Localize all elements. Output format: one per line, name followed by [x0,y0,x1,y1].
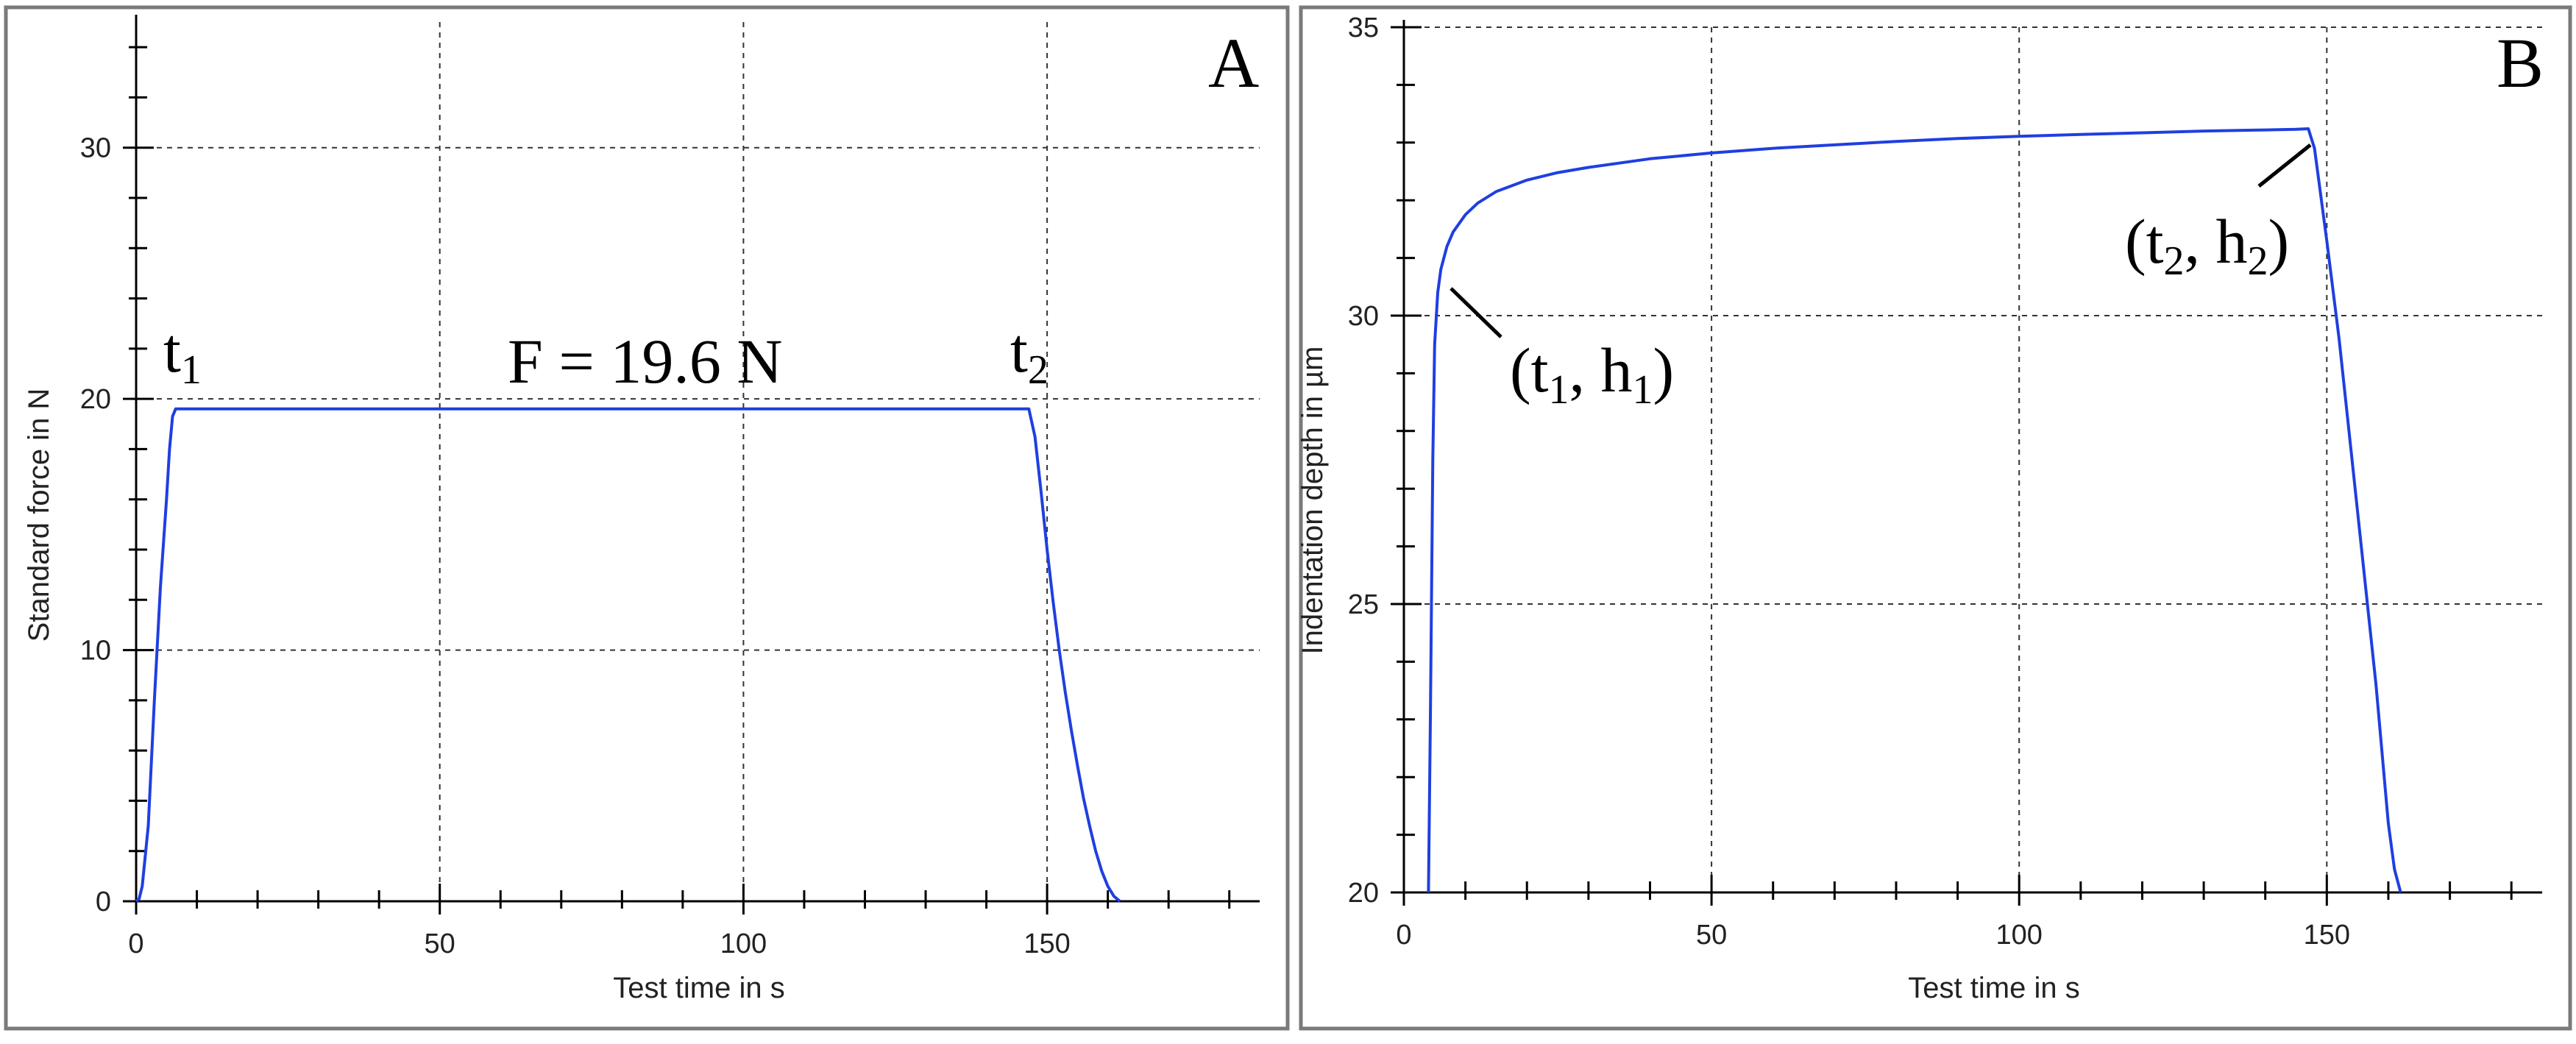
annotation-t1: t1 [163,315,202,393]
annotation-force: F = 19.6 N [508,326,782,397]
panel-a-y-tick-label: 0 [96,887,111,917]
panel-b-x-tick-labels: 0 50 100 150 [1396,920,2350,951]
panel-a-frame [4,5,1290,1031]
panel-a: A 0 50 100 150 0 10 20 30 Test time in s Stand… [4,5,1290,1031]
annotation-t1-h1: (t1, h1) [1510,335,1674,413]
annotation-p2-open: (t [2125,206,2164,277]
panel-a-y-tick-label: 20 [80,384,111,415]
annotation-p1-mid: , h [1569,335,1633,405]
annotation-p2-sub2: 2 [2248,238,2268,284]
annotation-p2-sub1: 2 [2164,238,2185,284]
panel-b-x-tick-label: 50 [1696,920,1727,951]
panel-b-x-axis-title: Test time in s [1908,972,2079,1004]
panel-a-x-tick-label: 50 [425,928,455,959]
annotation-p1-open: (t [1510,335,1549,405]
annotation-p2-mid: , h [2185,206,2248,277]
annotation-p2-close: ) [2268,206,2290,277]
panel-b-y-tick-label: 30 [1348,301,1379,332]
panel-b-label: B [2497,24,2544,102]
panel-b-y-tick-label: 25 [1348,589,1379,620]
panel-b-y-tick-labels: 20 25 30 35 [1348,13,1379,909]
panel-b-grid [1404,26,2542,893]
panel-b-frame [1299,5,2572,1031]
panel-a-x-tick-labels: 0 50 100 150 [128,928,1070,959]
panel-b-y-axis-title: Indentation depth in µm [1296,347,1329,655]
panel-b-y-tick-label: 35 [1348,13,1379,43]
panel-b-x-tick-label: 150 [2304,920,2350,951]
annotation-p1-close: ) [1653,335,1675,405]
annotation-t2: t2 [1010,315,1049,393]
panel-b-series-line [1427,127,2402,893]
panel-a-x-tick-label: 0 [128,928,143,959]
annotation-p2-leader [2257,143,2312,188]
panel-a-series-line [135,407,1121,903]
annotation-p1-leader [1450,287,1502,338]
panel-b-x-tick-label: 0 [1396,920,1411,951]
panel-b: B 0 50 100 150 20 25 30 35 Test time in s Inde… [1296,5,2572,1031]
panel-a-axes [123,15,1260,915]
panel-a-grid [136,22,1260,901]
annotation-p1-sub2: 1 [1633,367,1653,413]
panel-a-y-tick-label: 10 [80,636,111,667]
panel-a-label: A [1208,24,1259,102]
annotation-t2-sub: 2 [1028,347,1049,393]
panel-b-x-tick-label: 100 [1996,920,2043,951]
panel-a-x-tick-label: 100 [720,928,767,959]
panel-a-y-axis-title: Standard force in N [23,388,55,642]
annotation-t2-h2: (t2, h2) [2125,206,2289,284]
panel-b-series [1427,127,2402,893]
panel-a-x-axis-title: Test time in s [613,972,784,1004]
panel-a-y-tick-labels: 0 10 20 30 [80,133,111,917]
panel-a-x-tick-label: 150 [1023,928,1070,959]
annotation-t1-main: t [163,315,181,386]
annotation-t1-sub: 1 [181,347,202,393]
annotation-p1-sub1: 1 [1549,367,1569,413]
panel-b-y-tick-label: 20 [1348,878,1379,909]
annotation-t2-main: t [1010,315,1028,386]
panel-a-series [135,407,1121,903]
panel-b-axes [1391,20,2542,906]
panel-a-y-tick-label: 30 [80,133,111,164]
